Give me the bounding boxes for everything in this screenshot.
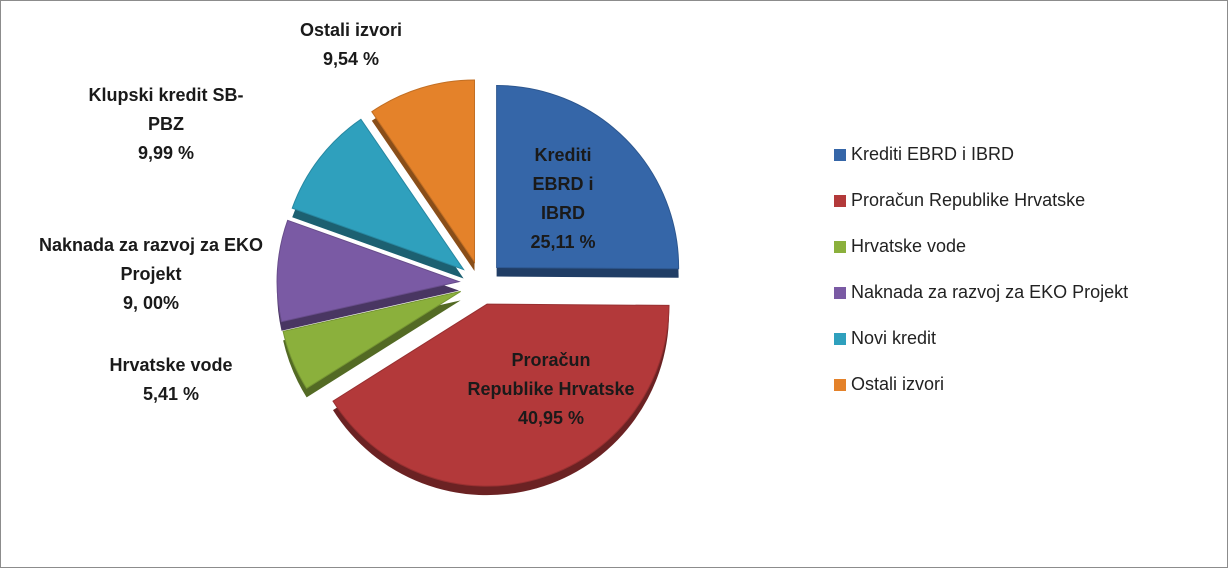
slice <box>276 219 461 323</box>
legend-item: Proračun Republike Hrvatske <box>834 190 1085 211</box>
legend-item: Ostali izvori <box>834 374 944 395</box>
data-label-value: 9,99 % <box>137 143 195 163</box>
legend-swatch <box>834 194 846 207</box>
data-label: Ostali izvori 9,54 % <box>276 16 426 74</box>
data-label: Klupski kredit SB-PBZ 9,99 % <box>71 81 261 168</box>
slice <box>371 79 476 264</box>
legend-label: Ostali izvori <box>851 374 945 394</box>
data-label-value: 9,54 % <box>322 49 380 69</box>
data-label-name: Hrvatske vode <box>109 355 233 375</box>
data-label-value: 5,41 % <box>142 384 200 404</box>
data-label: Krediti EBRD i IBRD 25,11 % <box>513 141 613 257</box>
slice <box>291 118 465 271</box>
slice <box>282 290 461 390</box>
data-label-name: Proračun Republike Hrvatske <box>467 350 635 399</box>
data-label-name: Naknada za razvoj za EKO Projekt <box>38 235 264 284</box>
data-label-name: Klupski kredit SB-PBZ <box>88 85 244 134</box>
legend-item: Hrvatske vode <box>834 236 966 257</box>
data-label-value: 40,95 % <box>517 408 585 428</box>
legend-swatch <box>834 240 846 253</box>
data-label: Proračun Republike Hrvatske 40,95 % <box>466 346 636 433</box>
legend-item: Novi kredit <box>834 328 936 349</box>
legend-label: Naknada za razvoj za EKO Projekt <box>851 282 1129 302</box>
legend-item: Krediti EBRD i IBRD <box>834 144 1014 165</box>
legend-swatch <box>834 286 846 299</box>
legend-swatch <box>834 378 846 391</box>
data-label: Naknada za razvoj za EKO Projekt 9, 00% <box>36 231 266 318</box>
data-label: Hrvatske vode 5,41 % <box>71 351 271 409</box>
data-label-value: 25,11 % <box>530 232 596 252</box>
legend-item: Naknada za razvoj za EKO Projekt <box>834 282 1128 303</box>
legend-label: Proračun Republike Hrvatske <box>851 190 1086 210</box>
legend-label: Novi kredit <box>851 328 937 348</box>
legend-label: Hrvatske vode <box>851 236 967 256</box>
legend-label: Krediti EBRD i IBRD <box>851 144 1015 164</box>
slice <box>496 84 680 270</box>
data-label-name: Ostali izvori <box>299 20 403 40</box>
data-label-value: 9, 00% <box>122 293 180 313</box>
legend-swatch <box>834 148 846 161</box>
data-label-name: Krediti EBRD i IBRD <box>532 145 594 223</box>
slice <box>332 303 670 487</box>
legend-swatch <box>834 332 846 345</box>
